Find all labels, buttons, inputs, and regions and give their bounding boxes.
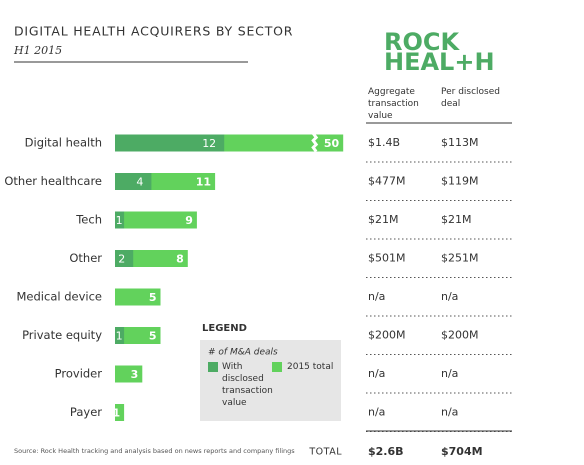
axis-break (311, 132, 319, 153)
bar-disclosed (115, 134, 225, 152)
legend-label: With disclosed transaction value (222, 362, 273, 408)
legend-label: 2015 total (287, 362, 334, 372)
category-label: Tech (75, 213, 102, 227)
bar-disclosed (115, 173, 152, 190)
bar-label: 50 (324, 137, 340, 150)
source: Source: Rock Health tracking and analysi… (14, 447, 295, 455)
table-cell: $113M (441, 136, 479, 149)
bar-label: 5 (149, 330, 157, 343)
category-label: Other (69, 251, 102, 265)
table-cell: n/a (441, 367, 458, 380)
bar-label: 4 (136, 176, 143, 189)
bar-disclosed (115, 327, 125, 344)
bar-label: 12 (202, 137, 216, 150)
category-label: Private equity (22, 328, 102, 342)
column-header: Aggregate transaction value (368, 87, 419, 121)
bar-total (115, 211, 197, 229)
legend-title: LEGEND (202, 323, 247, 334)
bar-label: 8 (176, 253, 184, 266)
bar-label: 3 (131, 368, 139, 381)
total-cell: $2.6B (368, 445, 404, 458)
table-cell: $200M (368, 329, 406, 342)
table-cell: n/a (368, 367, 385, 380)
logo: ROCK (384, 28, 460, 56)
table-cell: $119M (441, 175, 479, 188)
bar-total (115, 365, 143, 383)
legend-swatch (272, 362, 282, 372)
subtitle: H1 2015 (13, 44, 62, 57)
table-cell: $21M (368, 213, 399, 226)
table-cell: $1.4B (368, 136, 400, 149)
category-label: Medical device (17, 290, 103, 304)
legend-subtitle: # of M&A deals (208, 348, 278, 358)
category-label: Other healthcare (4, 174, 102, 188)
bar-label: 2 (118, 253, 125, 266)
bar-total (115, 327, 161, 344)
category-label: Provider (55, 367, 103, 381)
table-cell: $251M (441, 252, 479, 265)
total-cell: $704M (441, 445, 483, 458)
bar-label: 1 (116, 214, 123, 227)
logo: HEAL+H (384, 48, 495, 76)
table-cell: $200M (441, 329, 479, 342)
bar-label: 1 (112, 407, 120, 420)
bar-total (115, 288, 161, 306)
table-cell: $501M (368, 252, 406, 265)
total-label: TOTAL (308, 447, 342, 458)
table-cell: n/a (441, 290, 458, 303)
table-cell: $477M (368, 175, 406, 188)
bar-label: 9 (185, 214, 193, 227)
table-cell: $21M (441, 213, 472, 226)
bar-disclosed (115, 250, 134, 267)
category-label: Payer (70, 405, 102, 419)
legend-box (200, 340, 341, 421)
bar-disclosed (115, 211, 125, 229)
title: DIGITAL HEALTH ACQUIRERS BY SECTOR (14, 24, 293, 39)
bar-label: 11 (196, 176, 211, 189)
table-cell: n/a (368, 290, 385, 303)
column-header: Per disclosed deal (441, 87, 501, 109)
bar-label: 5 (149, 291, 157, 304)
table-cell: n/a (441, 406, 458, 419)
bar-total (115, 404, 125, 421)
table-cell: n/a (368, 406, 385, 419)
legend-swatch (208, 362, 218, 372)
category-label: Digital health (25, 136, 102, 150)
bar-label: 1 (116, 330, 123, 343)
